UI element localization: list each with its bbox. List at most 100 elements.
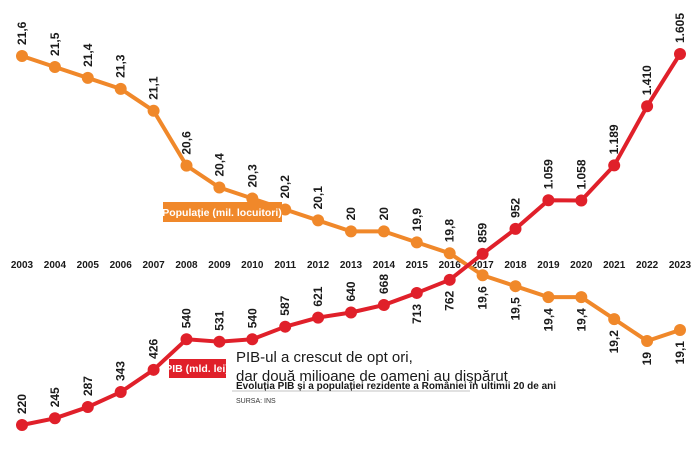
- population-value-label: 20: [344, 207, 358, 221]
- gdp-point: [345, 306, 357, 319]
- gdp-value-label: 245: [48, 387, 62, 407]
- population-value-label: 19,4: [541, 308, 555, 332]
- gdp-legend-badge: PIB (mld. lei): [165, 359, 229, 378]
- year-tick-label: 2003: [11, 260, 34, 271]
- gdp-point: [443, 273, 456, 286]
- year-axis: 2003 2004 2005 2006 2007 2008 2009 2010 2011 2012…: [11, 260, 692, 271]
- gdp-value-label: 1.189: [607, 124, 621, 154]
- gdp-value-label: 621: [311, 286, 325, 306]
- gdp-point: [410, 286, 423, 299]
- gdp-series: [16, 48, 686, 431]
- population-point: [476, 269, 489, 282]
- gdp-value-label: 762: [443, 290, 457, 310]
- year-tick-label: 2011: [274, 260, 296, 271]
- population-value-label: 19,4: [574, 308, 588, 332]
- chart-source: SURSA: INS: [236, 398, 276, 405]
- population-value-label: 21,6: [15, 21, 29, 45]
- population-labels: 21,6 21,5 21,4 21,3 21,1 20,6 20,4 20,3 20,2 20,1…: [15, 21, 687, 365]
- population-value-label: 19,6: [476, 286, 490, 310]
- year-tick-label: 2018: [504, 260, 527, 271]
- population-point: [180, 159, 193, 172]
- population-point: [345, 225, 357, 238]
- population-value-label: 21,1: [147, 76, 161, 100]
- population-value-label: 21,5: [48, 32, 62, 56]
- population-point: [246, 192, 259, 205]
- year-tick-label: 2005: [77, 260, 100, 271]
- gdp-point: [312, 311, 325, 324]
- population-value-label: 19,8: [443, 219, 457, 243]
- population-legend-badge: Populație (mil. locuitori): [162, 202, 282, 222]
- population-value-label: 20: [377, 207, 391, 221]
- year-tick-label: 2020: [570, 260, 593, 271]
- year-tick-label: 2012: [307, 260, 330, 271]
- year-tick-label: 2009: [208, 260, 231, 271]
- gdp-value-label: 287: [81, 376, 95, 396]
- gdp-value-label: 531: [212, 310, 226, 330]
- population-point: [16, 50, 28, 62]
- gdp-point: [608, 159, 621, 172]
- year-tick-label: 2016: [439, 260, 462, 271]
- population-point: [509, 280, 522, 293]
- gdp-value-label: 540: [245, 308, 259, 328]
- population-point: [312, 214, 325, 227]
- population-point: [443, 247, 456, 260]
- population-value-label: 21,3: [114, 54, 128, 78]
- population-value-label: 19: [640, 352, 654, 366]
- gdp-point: [575, 194, 588, 207]
- gdp-point: [48, 412, 61, 425]
- year-tick-label: 2006: [110, 260, 133, 271]
- gdp-value-label: 426: [147, 338, 161, 358]
- gdp-point: [279, 320, 292, 333]
- population-point: [608, 313, 621, 326]
- gdp-point: [16, 419, 28, 431]
- population-point: [279, 203, 292, 216]
- population-value-label: 20,2: [278, 175, 292, 199]
- population-value-label: 20,4: [212, 153, 226, 177]
- gdp-value-label: 640: [344, 281, 358, 301]
- population-point: [377, 225, 390, 238]
- chart-subtitle: Evoluția PIB și a populației rezidente a…: [236, 381, 556, 392]
- gdp-point: [641, 100, 654, 113]
- year-tick-label: 2014: [373, 260, 396, 271]
- gdp-point: [180, 333, 193, 346]
- gdp-value-label: 1.059: [541, 159, 555, 189]
- population-point: [542, 291, 555, 304]
- year-tick-label: 2013: [340, 260, 363, 271]
- population-point: [81, 71, 94, 84]
- population-point: [213, 181, 226, 194]
- gdp-value-label: 587: [278, 295, 292, 315]
- gdp-point: [246, 333, 259, 346]
- year-tick-label: 2017: [471, 260, 494, 271]
- gdp-point: [674, 48, 686, 60]
- gdp-labels: 220 245 287 343 426 540 531 540 587 621 640 668 713 7…: [15, 13, 687, 414]
- population-point: [114, 82, 127, 95]
- gdp-point: [377, 298, 390, 311]
- gdp-value-label: 952: [509, 198, 523, 218]
- population-point: [147, 104, 160, 117]
- population-value-label: 19,9: [410, 208, 424, 232]
- chart-title-line-1: PIB-ul a crescut de opt ori,: [236, 349, 413, 366]
- year-tick-label: 2007: [142, 260, 165, 271]
- population-legend-label: Populație (mil. locuitori): [162, 207, 282, 219]
- gdp-point: [147, 363, 160, 376]
- year-tick-label: 2008: [175, 260, 198, 271]
- population-value-label: 20,6: [180, 131, 194, 155]
- population-point: [641, 335, 654, 347]
- gdp-point: [213, 335, 226, 348]
- year-tick-label: 2023: [669, 260, 692, 271]
- gdp-value-label: 668: [377, 274, 391, 294]
- gdp-value-label: 343: [114, 361, 128, 381]
- year-tick-label: 2022: [636, 260, 659, 271]
- population-value-label: 19,5: [509, 297, 523, 321]
- population-point: [48, 60, 61, 73]
- year-tick-label: 2010: [241, 260, 264, 271]
- gdp-value-label: 1.605: [673, 13, 687, 43]
- gdp-point: [114, 386, 127, 399]
- gdp-point: [542, 194, 555, 207]
- population-value-label: 19,1: [673, 341, 687, 365]
- gdp-value-label: 713: [410, 304, 424, 324]
- gdp-value-label: 859: [476, 222, 490, 242]
- gdp-value-label: 540: [180, 308, 194, 328]
- year-tick-label: 2015: [406, 260, 429, 271]
- population-value-label: 20,1: [311, 186, 325, 210]
